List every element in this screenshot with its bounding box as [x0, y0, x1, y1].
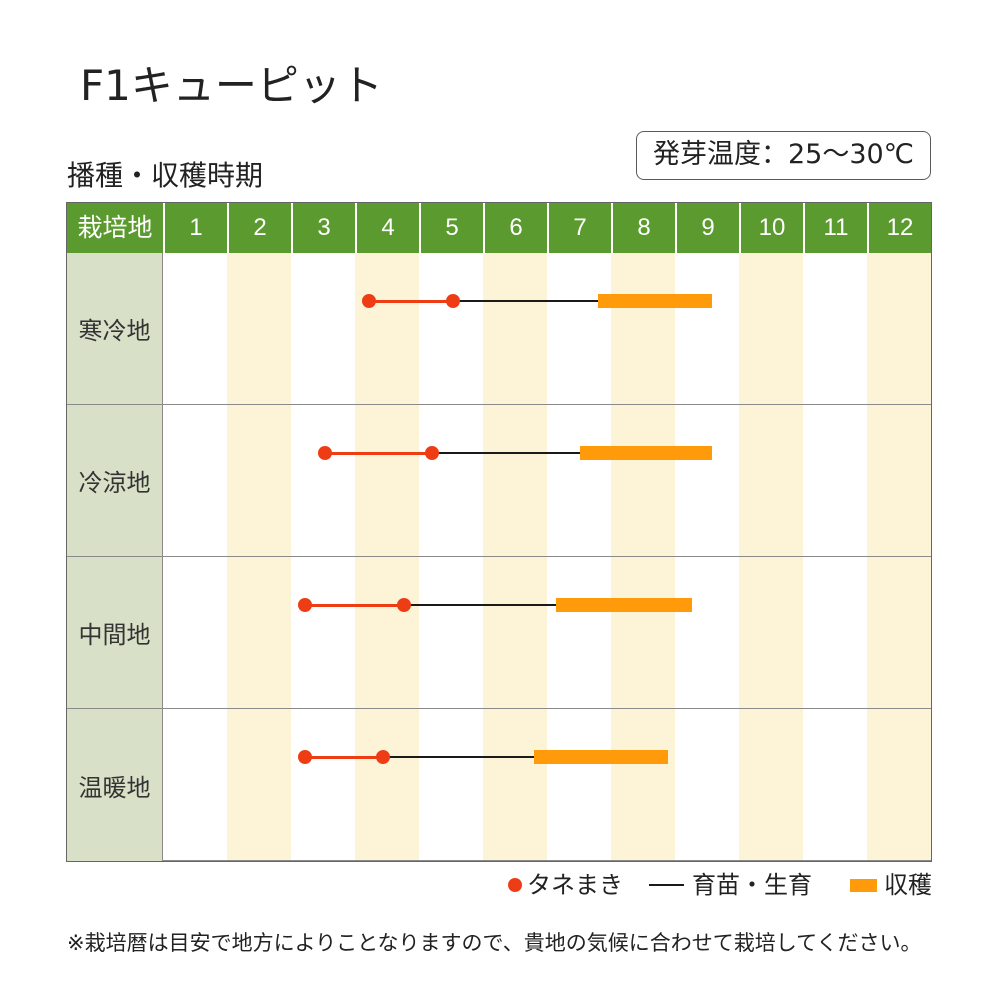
region-label-cold: 寒冷地 — [67, 253, 163, 405]
growing-period-line — [452, 300, 599, 302]
harvest-bar-swatch — [850, 878, 877, 892]
region-label-cool: 冷涼地 — [67, 405, 163, 557]
region-label-warm: 温暖地 — [67, 709, 163, 861]
month-header-12: 12 — [867, 203, 931, 253]
sowing-end-dot — [397, 598, 412, 612]
legend: タネまき 育苗・生育 収穫 — [508, 872, 932, 898]
germination-temperature-box: 発芽温度：25～30℃ — [636, 131, 931, 180]
growing-period-line — [383, 756, 535, 758]
cultivation-calendar: 栽培地 1 2 3 4 5 6 7 8 9 10 11 12 寒冷地 冷涼地 中… — [67, 203, 931, 861]
month-header-11: 11 — [803, 203, 867, 253]
sowing-period-line — [369, 299, 453, 303]
harvest-period-bar — [555, 598, 693, 612]
harvest-period-bar — [534, 750, 668, 764]
sowing-start-dot — [362, 294, 377, 308]
month-header-3: 3 — [291, 203, 355, 253]
legend-item-harvest: 収穫 — [850, 872, 932, 898]
sowing-end-dot — [445, 294, 460, 308]
growing-period-line — [431, 452, 581, 454]
chart-title: 播種・収穫時期 — [67, 159, 264, 192]
sowing-end-dot — [376, 750, 391, 764]
sowing-period-line — [305, 755, 384, 759]
calendar-plot-area — [163, 253, 931, 861]
legend-label-growing: 育苗・生育 — [692, 871, 812, 899]
month-header-8: 8 — [611, 203, 675, 253]
legend-label-sowing: タネまき — [527, 871, 623, 899]
product-title: F1キューピット — [80, 61, 383, 110]
month-header-9: 9 — [675, 203, 739, 253]
growing-line-swatch — [649, 884, 684, 886]
footnote: ※栽培暦は目安で地方によりことなりますので、貴地の気候に合わせて栽培してください… — [67, 931, 922, 955]
sowing-start-dot — [298, 598, 313, 612]
month-header-5: 5 — [419, 203, 483, 253]
month-header-6: 6 — [483, 203, 547, 253]
sowing-start-dot — [298, 750, 313, 764]
harvest-period-bar — [580, 446, 713, 460]
month-header-2: 2 — [227, 203, 291, 253]
sowing-period-line — [324, 451, 432, 455]
region-label-intermediate: 中間地 — [67, 557, 163, 709]
sowing-end-dot — [424, 446, 439, 460]
month-header-7: 7 — [547, 203, 611, 253]
legend-label-harvest: 収穫 — [884, 871, 932, 899]
sowing-start-dot — [317, 446, 332, 460]
growing-period-line — [404, 604, 556, 606]
month-header-4: 4 — [355, 203, 419, 253]
harvest-period-bar — [598, 294, 713, 308]
legend-item-growing: 育苗・生育 — [649, 872, 812, 898]
sowing-period-line — [305, 603, 405, 607]
region-column-header: 栽培地 — [67, 203, 163, 253]
month-header-1: 1 — [163, 203, 227, 253]
legend-item-sowing: タネまき — [508, 872, 623, 898]
month-header-10: 10 — [739, 203, 803, 253]
sowing-dot-swatch — [508, 878, 522, 892]
